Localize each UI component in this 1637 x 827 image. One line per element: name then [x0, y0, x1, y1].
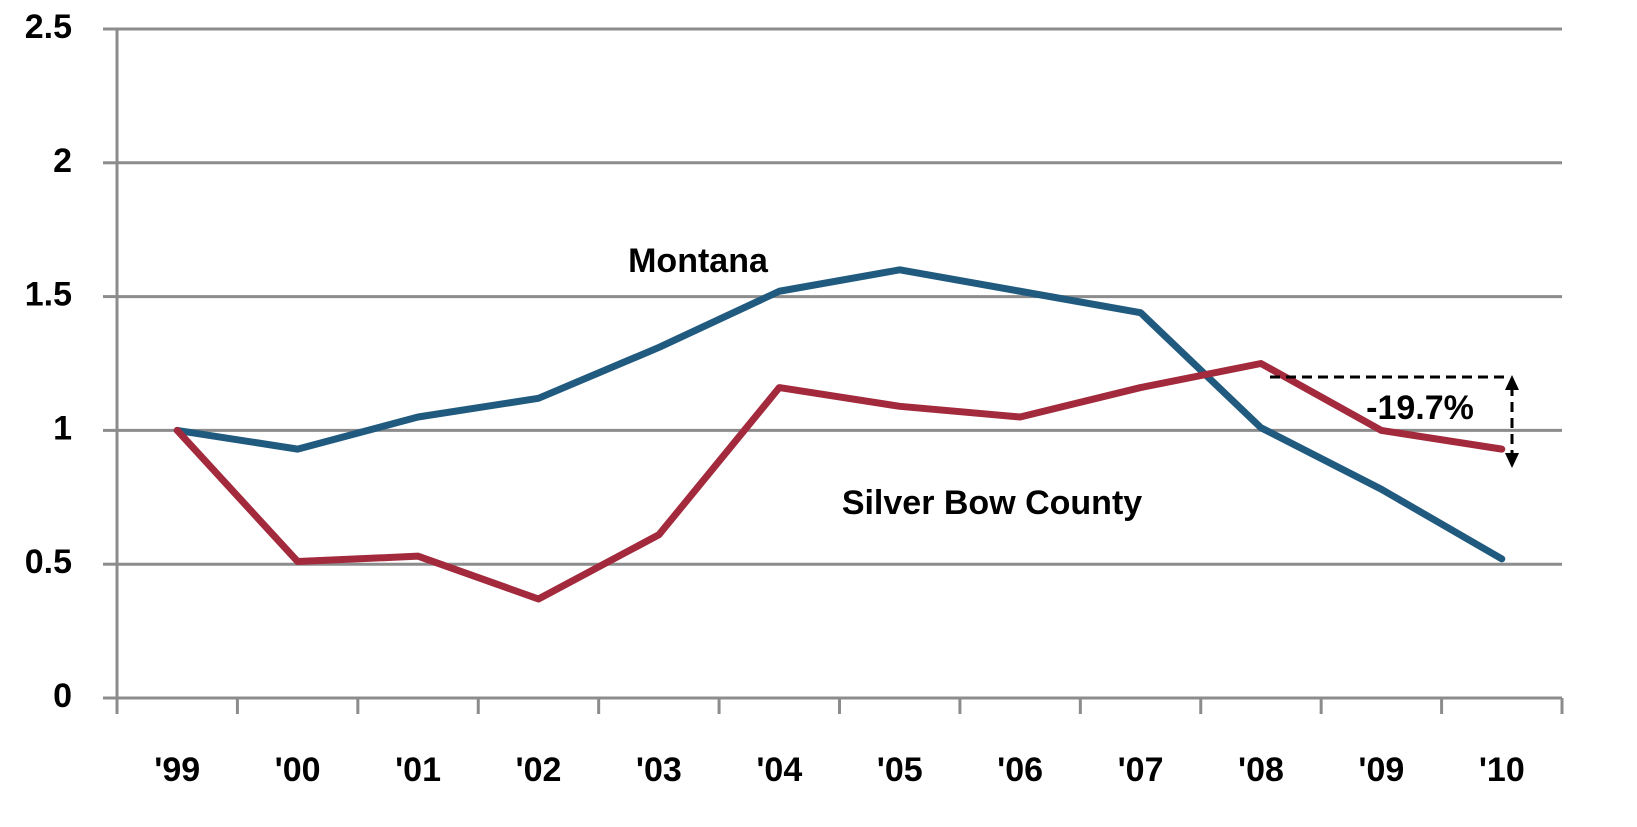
y-tick-label: 2.5: [25, 8, 72, 46]
x-tick-label: '03: [636, 751, 682, 789]
x-tick-label: '08: [1238, 751, 1284, 789]
grid: [117, 27, 1562, 566]
y-tick-label: 1: [53, 409, 72, 447]
series-lines: [173, 266, 1506, 603]
y-tick-label: 0.5: [25, 543, 72, 581]
x-tick-label: '99: [154, 751, 200, 789]
series-label: Silver Bow County: [842, 484, 1142, 522]
annotation: -19.7%: [1366, 389, 1474, 427]
arrow-head: [1505, 453, 1519, 468]
series-line: [173, 266, 1506, 563]
x-tick-label: '07: [1118, 751, 1164, 789]
y-tick-label: 2: [53, 142, 72, 180]
x-tick-label: '04: [756, 751, 802, 789]
series-label: Montana: [628, 242, 769, 280]
y-tick-label: 0: [53, 677, 72, 715]
arrow-head: [1505, 375, 1519, 390]
x-tick-label: '09: [1358, 751, 1404, 789]
x-tick-label: '00: [275, 751, 321, 789]
x-tick-label: '05: [877, 751, 923, 789]
series-line: [173, 360, 1506, 603]
x-tick-label: '02: [516, 751, 562, 789]
x-tick-label: '10: [1479, 751, 1525, 789]
x-tick-label: '01: [395, 751, 441, 789]
y-tick-label: 1.5: [25, 276, 72, 314]
x-tick-label: '06: [997, 751, 1043, 789]
